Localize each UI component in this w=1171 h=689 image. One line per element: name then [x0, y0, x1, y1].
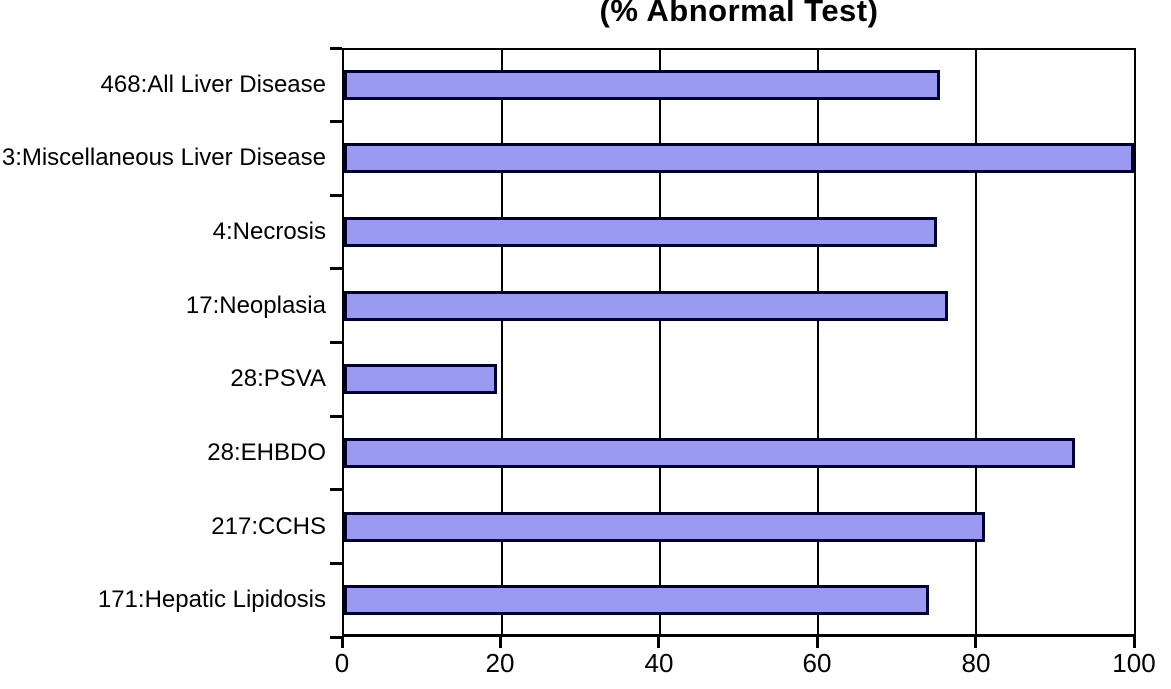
y-axis-tick [330, 562, 342, 565]
bar-468-all-liver-disease [344, 70, 940, 100]
y-axis-tick [330, 194, 342, 197]
x-axis-tick-0 [341, 636, 344, 648]
category-label-2: 4:Necrosis [212, 218, 326, 246]
y-axis-tick [330, 267, 342, 270]
x-axis-tick-label-0: 0 [334, 648, 350, 678]
chart-title: (% Abnormal Test) [599, 0, 879, 28]
x-axis-tick-label-20: 20 [485, 648, 515, 678]
bar-3-miscellaneous-liver-disease [344, 143, 1134, 173]
x-axis-tick-label-40: 40 [644, 648, 674, 678]
x-axis-tick-20 [499, 636, 502, 648]
bar-28-ehbdo [344, 438, 1075, 468]
gridline-80 [975, 50, 977, 634]
gridline-60 [817, 50, 819, 634]
gridline-20 [501, 50, 503, 634]
category-label-7: 171:Hepatic Lipidosis [97, 586, 326, 614]
y-axis-tick [330, 636, 342, 639]
bar-17-neoplasia [344, 291, 948, 321]
y-axis-tick [330, 120, 342, 123]
bar-28-psva [344, 364, 497, 394]
bar-171-hepatic-lipidosis [344, 585, 929, 615]
y-axis-tick [330, 415, 342, 418]
category-label-4: 28:PSVA [230, 365, 326, 393]
y-axis-tick [330, 47, 342, 50]
category-label-1: 3:Miscellaneous Liver Disease [1, 144, 326, 172]
x-axis-tick-label-80: 80 [961, 648, 991, 678]
category-label-5: 28:EHBDO [207, 438, 326, 466]
x-axis-tick-100 [1133, 636, 1136, 648]
x-axis-tick-40 [657, 636, 660, 648]
bar-217-cchs [344, 512, 985, 542]
y-axis-tick [330, 488, 342, 491]
x-axis-tick-80 [974, 636, 977, 648]
x-axis-tick-label-100: 100 [1112, 648, 1156, 678]
gridline-40 [659, 50, 661, 634]
y-axis-tick [330, 341, 342, 344]
plot-area [342, 48, 1136, 637]
x-axis-tick-label-60: 60 [802, 648, 832, 678]
bar-4-necrosis [344, 217, 937, 247]
x-axis-tick-60 [816, 636, 819, 648]
category-label-3: 17:Neoplasia [185, 291, 326, 319]
category-label-0: 468:All Liver Disease [100, 70, 326, 98]
category-label-6: 217:CCHS [211, 512, 326, 540]
